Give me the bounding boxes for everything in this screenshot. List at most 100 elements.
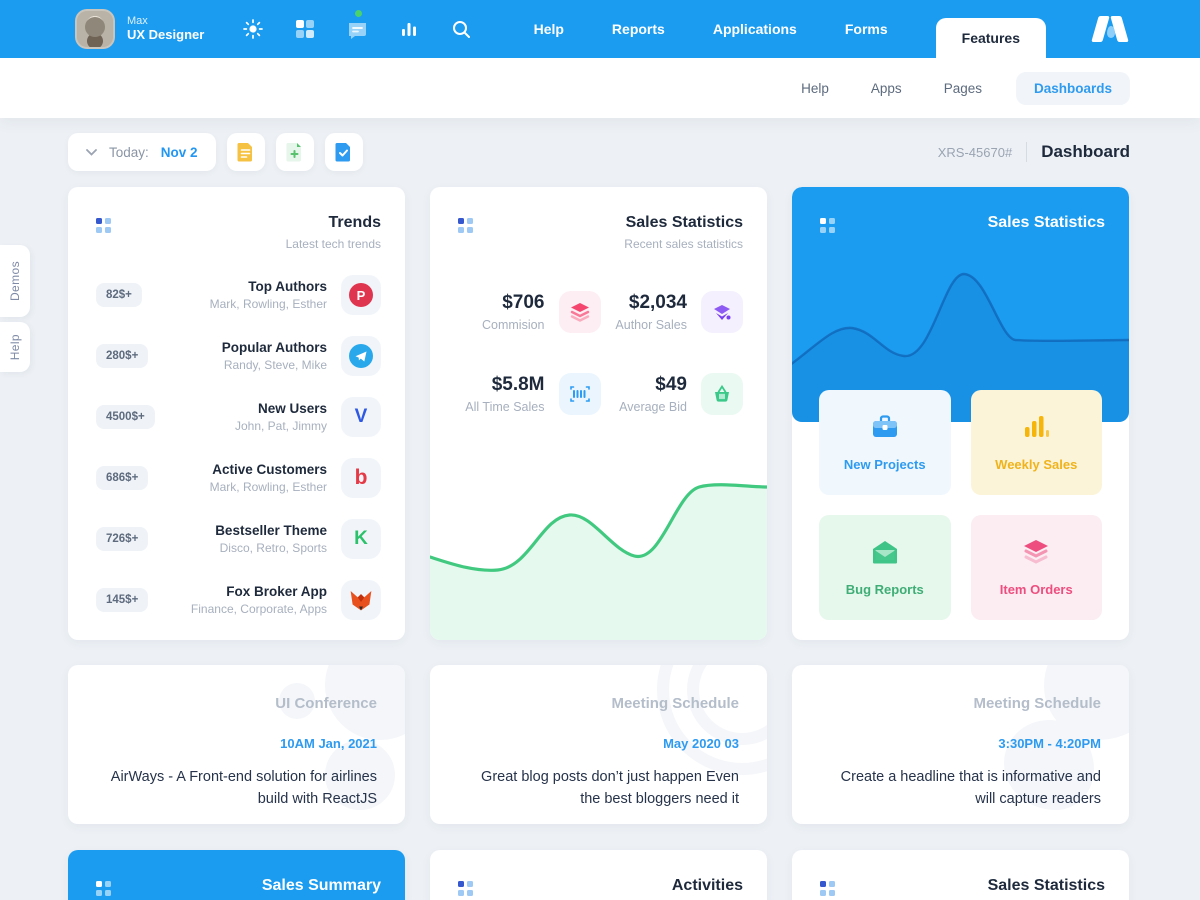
ui-conference-card[interactable]: UI Conference 10AM Jan, 2021 AirWays - A… <box>68 665 405 824</box>
metric-value: $2,034 <box>628 292 687 313</box>
meeting-schedule-card-2[interactable]: Meeting Schedule 3:30PM - 4:20PM Create … <box>792 665 1129 824</box>
apps-grid-icon[interactable] <box>294 18 316 40</box>
sales-summary-title: Sales Summary <box>261 877 381 894</box>
trend-subtitle: Randy, Steve, Mike <box>223 358 327 372</box>
tile-label: Weekly Sales <box>995 456 1078 472</box>
nav-item-help[interactable]: Help <box>533 21 564 37</box>
search-icon[interactable] <box>450 18 472 40</box>
nav-item-forms[interactable]: Forms <box>844 21 888 37</box>
activities-card: Activities Sales 890,344 <box>430 850 767 900</box>
vimeo-icon: V <box>341 397 381 437</box>
nav-item-reports[interactable]: Reports <box>611 21 665 37</box>
drag-handle-icon[interactable] <box>820 881 835 896</box>
nav-item-features-active[interactable]: Features <box>935 18 1046 58</box>
event-date: 3:30PM - 4:20PM <box>998 736 1101 751</box>
bar-chart-icon[interactable] <box>398 18 420 40</box>
drag-handle-icon[interactable] <box>820 218 835 233</box>
sales-summary-card: Sales Summary <box>68 850 405 900</box>
subnav-item-apps[interactable]: Apps <box>870 80 902 96</box>
trend-title: Top Authors <box>248 279 327 294</box>
tile-weekly-sales[interactable]: Weekly Sales <box>970 390 1102 495</box>
metric-label: Commision <box>481 318 545 332</box>
trend-title: Popular Authors <box>221 340 327 355</box>
subnav-item-help[interactable]: Help <box>801 80 829 96</box>
drag-handle-icon[interactable] <box>96 881 111 896</box>
reference-code: XRS-45670# <box>937 144 1013 160</box>
subnav-item-pages[interactable]: Pages <box>943 80 982 96</box>
metric-average-bid: $49 Average Bid <box>601 373 743 415</box>
trend-subtitle: Mark, Rowling, Esther <box>209 297 327 311</box>
trend-title: Bestseller Theme <box>215 523 327 538</box>
event-text: Create a headline that is informative an… <box>840 769 1101 807</box>
layers-icon <box>558 291 601 333</box>
price-badge: 4500$+ <box>96 405 155 429</box>
price-badge: 82$+ <box>96 283 142 307</box>
event-text: Great blog posts don’t just happen Even … <box>481 769 739 807</box>
drag-handle-icon[interactable] <box>96 218 111 233</box>
trends-title: Trends <box>328 214 381 231</box>
chat-icon[interactable] <box>346 10 368 40</box>
kickstarter-icon: K <box>341 519 381 559</box>
list-item[interactable]: 686$+ Active Customers Mark, Rowling, Est… <box>96 458 381 498</box>
chevron-down-icon <box>86 148 97 156</box>
date-value: Nov 2 <box>160 144 198 160</box>
page-title: Dashboard <box>1041 142 1130 161</box>
trend-title: Fox Broker App <box>226 584 327 599</box>
date-dropdown[interactable]: Today: Nov 2 <box>68 133 216 171</box>
list-item[interactable]: 82$+ Top Authors Mark, Rowling, Esther P <box>96 275 381 315</box>
metric-label: All Time Sales <box>465 400 545 414</box>
green-add-document-icon[interactable] <box>275 133 314 171</box>
sales-statistics-title: Sales Statistics <box>625 214 743 231</box>
firefox-icon <box>341 580 381 620</box>
trend-subtitle: Mark, Rowling, Esther <box>209 480 327 494</box>
list-item[interactable]: 4500$+ New Users John, Pat, Jimmy V <box>96 397 381 437</box>
metric-label: Average Bid <box>619 400 687 414</box>
trend-title: Active Customers <box>212 462 327 477</box>
app-logo[interactable] <box>1088 14 1134 44</box>
tile-label: Item Orders <box>999 581 1073 597</box>
meeting-schedule-card-1[interactable]: Meeting Schedule May 2020 03 Great blog … <box>430 665 767 824</box>
tile-item-orders[interactable]: Item Orders <box>970 515 1102 620</box>
yellow-document-icon[interactable] <box>226 133 265 171</box>
tile-bug-reports[interactable]: Bug Reports <box>819 515 951 620</box>
sales-statistics-bottom-title: Sales Statistics <box>987 877 1105 894</box>
metric-author-sales: $2,034 Author Sales <box>601 291 743 333</box>
tile-new-projects[interactable]: New Projects <box>819 390 951 495</box>
user-avatar[interactable] <box>75 9 115 49</box>
top-navigation-bar: Max UX Designer Help Reports App <box>0 0 1200 58</box>
side-tab-demos[interactable]: Demos <box>0 245 30 317</box>
trend-subtitle: John, Pat, Jimmy <box>234 419 327 433</box>
user-name: Max <box>127 15 148 28</box>
metric-value: $49 <box>655 374 687 395</box>
list-item[interactable]: 280$+ Popular Authors Randy, Steve, Mike <box>96 336 381 376</box>
nav-item-applications[interactable]: Applications <box>712 21 797 37</box>
sun-icon[interactable] <box>242 18 264 40</box>
user-info: Max UX Designer <box>127 15 204 43</box>
price-badge: 726$+ <box>96 527 149 551</box>
drag-handle-icon[interactable] <box>458 881 473 896</box>
briefcase-icon <box>870 414 900 445</box>
open-mail-icon <box>870 539 900 570</box>
side-tab-help[interactable]: Help <box>0 322 30 372</box>
sales-wave-panel: Sales Statistics <box>792 187 1129 422</box>
drag-handle-icon[interactable] <box>458 218 473 233</box>
event-title: Meeting Schedule <box>611 695 739 712</box>
subnav-item-dashboards-active[interactable]: Dashboards <box>1015 71 1130 105</box>
layers-icon <box>1021 539 1051 570</box>
tile-label: New Projects <box>843 456 926 472</box>
date-prefix: Today: <box>109 144 149 160</box>
primary-nav: Help Reports Applications Forms Features <box>534 0 1046 58</box>
side-tab-help-label: Help <box>8 333 22 361</box>
blue-check-document-icon[interactable] <box>324 133 363 171</box>
metric-value: $706 <box>502 292 545 313</box>
trend-subtitle: Disco, Retro, Sports <box>219 541 327 555</box>
trend-title: New Users <box>257 401 327 416</box>
metric-commission: $706 Commision <box>458 291 601 333</box>
event-date: 10AM Jan, 2021 <box>280 736 377 751</box>
list-item[interactable]: 145$+ Fox Broker App Finance, Corporate, … <box>96 580 381 620</box>
producthunt-icon: P <box>341 275 381 315</box>
sales-statistics-bottom-card: Sales Statistics Recent sales statistics <box>792 850 1129 900</box>
basket-icon <box>701 373 743 415</box>
tile-label: Bug Reports <box>845 581 924 597</box>
list-item[interactable]: 726$+ Bestseller Theme Disco, Retro, Spor… <box>96 519 381 559</box>
